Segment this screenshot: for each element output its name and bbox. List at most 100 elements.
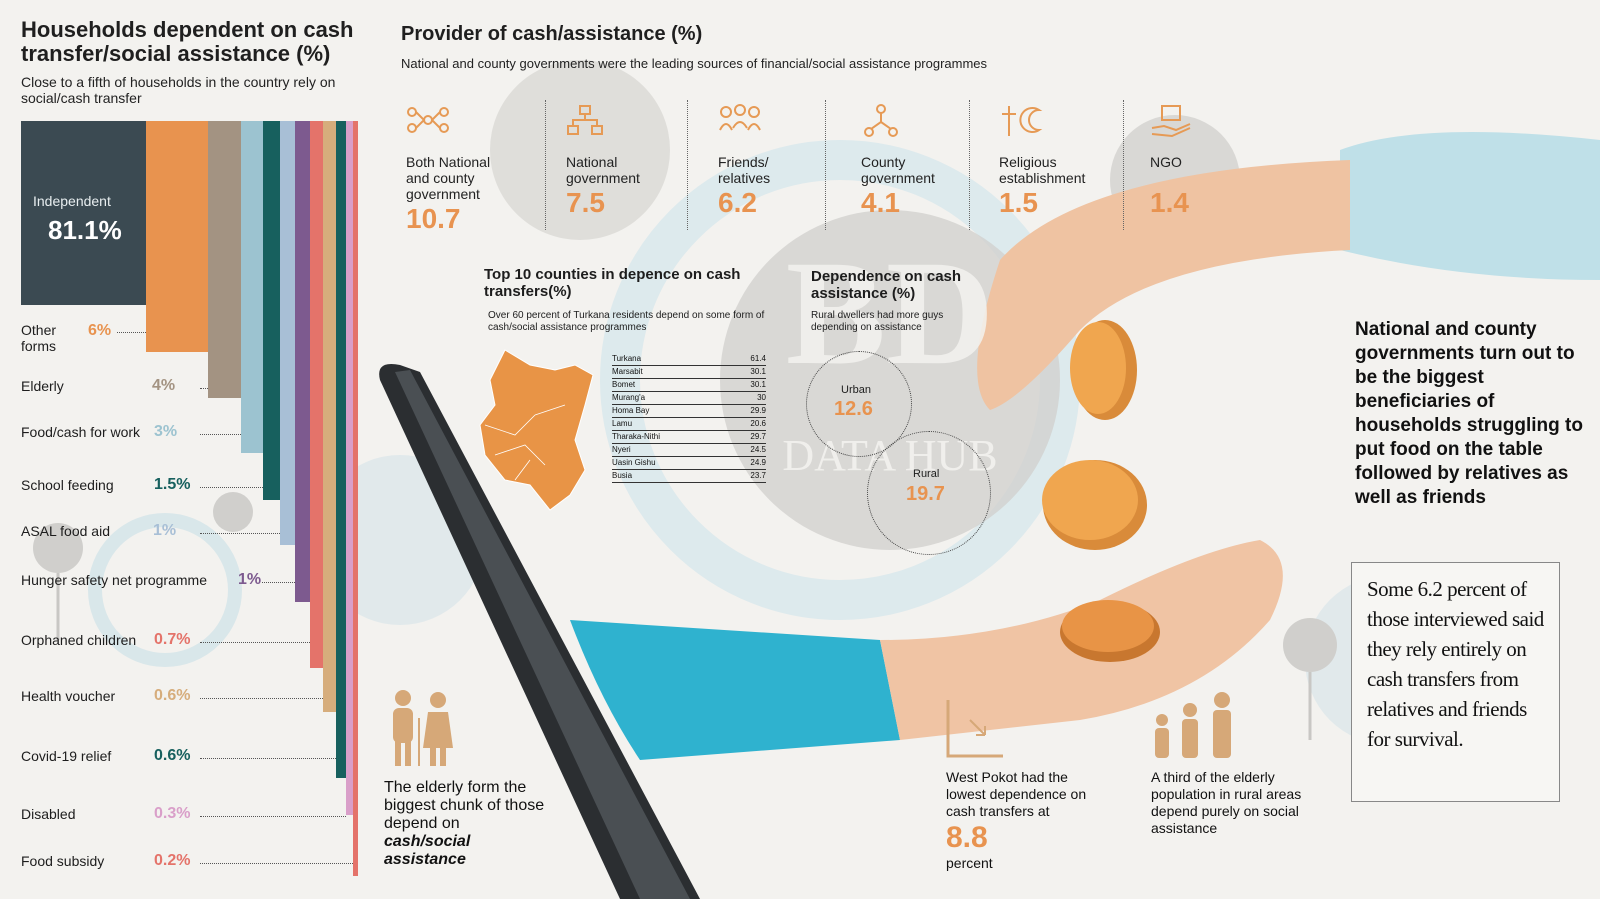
item-value: 0.7% — [154, 631, 191, 648]
table-row: Uasin Gishu 24.9 — [612, 457, 766, 470]
county-value: 30.1 — [750, 380, 766, 389]
provider-title: Provider of cash/assistance (%) — [401, 23, 703, 45]
provider-separator — [969, 100, 970, 230]
network-icon — [407, 107, 449, 133]
counties-subtitle: Over 60 percent of Turkana residents dep… — [488, 310, 765, 333]
provider-value: 1.5 — [999, 187, 1038, 218]
bar-independent — [21, 121, 146, 305]
item-leader — [117, 332, 146, 333]
provider-separator — [687, 100, 688, 230]
item-leader — [200, 487, 263, 488]
table-row: Turkana 61.4 — [612, 353, 766, 366]
left-title: Households dependent on cash transfer/so… — [21, 17, 354, 66]
item-value: 6% — [88, 322, 112, 339]
item-leader — [200, 434, 241, 435]
item-value: 0.6% — [154, 687, 191, 704]
trend-down-icon — [946, 700, 1003, 758]
table-row: Marsabit 30.1 — [612, 366, 766, 379]
county-value: 24.9 — [750, 458, 766, 467]
provider-separator — [1123, 100, 1124, 230]
bar-independent-label: Independent — [33, 193, 111, 209]
table-row: Bomet 30.1 — [612, 379, 766, 392]
provider-label: National government — [566, 154, 640, 186]
urban-circle — [806, 351, 912, 457]
provider-separator — [545, 100, 546, 230]
provider-label: Religious establishment — [999, 154, 1086, 186]
bar-2 — [241, 121, 263, 453]
item-leader — [200, 758, 336, 759]
item-leader — [200, 642, 310, 643]
county-value: 30.1 — [750, 367, 766, 376]
item-label: Covid-19 relief — [21, 748, 112, 764]
item-label: Food/cash for work — [21, 424, 141, 440]
west-pokot-text: West Pokot had the lowest dependence on … — [946, 769, 1087, 819]
kenya-map — [479, 349, 594, 511]
item-label: Other forms — [21, 322, 57, 354]
provider-subtitle: National and county governments were the… — [401, 56, 988, 71]
table-row: Lamu 20.6 — [612, 418, 766, 431]
county-name: Turkana — [612, 354, 642, 363]
item-value: 0.6% — [154, 747, 191, 764]
item-value: 3% — [154, 423, 178, 440]
county-table: Turkana 61.4 Marsabit 30.1 Bomet 30.1 Murang'a… — [612, 353, 766, 483]
item-value: 1% — [238, 571, 262, 588]
item-leader — [262, 582, 295, 583]
bar-4 — [280, 121, 295, 545]
item-value: 1.5% — [154, 476, 191, 493]
county-name: Murang'a — [612, 393, 646, 402]
provider-value: 4.1 — [861, 187, 900, 218]
counties-title: Top 10 counties in depence on cash trans… — [484, 266, 741, 300]
dependence-title: Dependence on cash assistance (%) — [811, 268, 962, 302]
bar-9 — [346, 121, 353, 815]
county-name: Marsabit — [612, 367, 643, 376]
county-value: 61.4 — [750, 354, 766, 363]
rural-label: Rural — [913, 468, 940, 480]
right-headline: National and county governments turn out… — [1355, 319, 1583, 508]
bar-6 — [310, 121, 323, 668]
item-value: 4% — [152, 377, 176, 394]
rural-value: 19.7 — [906, 483, 945, 505]
county-name: Bomet — [612, 380, 636, 389]
provider-label: County government — [861, 154, 935, 186]
provider-label: Friends/ relatives — [718, 154, 771, 186]
county-value: 24.5 — [750, 445, 766, 454]
urban-value: 12.6 — [834, 398, 873, 420]
people-group-icon — [719, 104, 761, 131]
provider-value: 1.4 — [1150, 187, 1189, 218]
county-value: 20.6 — [750, 419, 766, 428]
quote-box: Some 6.2 percent of those interviewed sa… — [1351, 562, 1560, 802]
elderly-note: The elderly form the biggest chunk of th… — [384, 779, 549, 869]
county-name: Busia — [612, 471, 633, 480]
item-value: 1% — [153, 522, 177, 539]
county-value: 29.7 — [750, 432, 766, 441]
county-value: 30 — [757, 393, 766, 402]
elderly-group-icon — [1155, 692, 1231, 758]
item-leader — [200, 388, 208, 389]
county-value: 29.9 — [750, 406, 766, 415]
county-value: 23.7 — [750, 471, 766, 480]
cross-crescent-icon — [1002, 106, 1043, 136]
item-leader — [200, 816, 346, 817]
hierarchy-icon — [567, 105, 603, 135]
provider-label: NGO — [1150, 154, 1182, 170]
county-name: Tharaka-Nithi — [612, 432, 661, 441]
elderly-couple-icon — [393, 690, 453, 766]
bar-5 — [295, 121, 310, 602]
table-row: Murang'a 30 — [612, 392, 766, 405]
bar-10 — [353, 121, 358, 876]
rural-circle — [867, 431, 991, 555]
table-row: Homa Bay 29.9 — [612, 405, 766, 418]
provider-value: 10.7 — [406, 203, 461, 234]
bar-0 — [146, 121, 208, 352]
bar-independent-value: 81.1% — [48, 215, 122, 245]
table-row: Nyeri 24.5 — [612, 444, 766, 457]
urban-label: Urban — [841, 384, 871, 396]
elderly-third-text: A third of the elderly population in rur… — [1151, 769, 1302, 836]
provider-separator — [825, 100, 826, 230]
item-label: Food subsidy — [21, 853, 105, 869]
left-subtitle: Close to a fifth of households in the co… — [21, 74, 336, 106]
bar-3 — [263, 121, 280, 500]
table-row: Tharaka-Nithi 29.7 — [612, 431, 766, 444]
county-name: Nyeri — [612, 445, 631, 454]
item-label: Orphaned children — [21, 632, 137, 648]
